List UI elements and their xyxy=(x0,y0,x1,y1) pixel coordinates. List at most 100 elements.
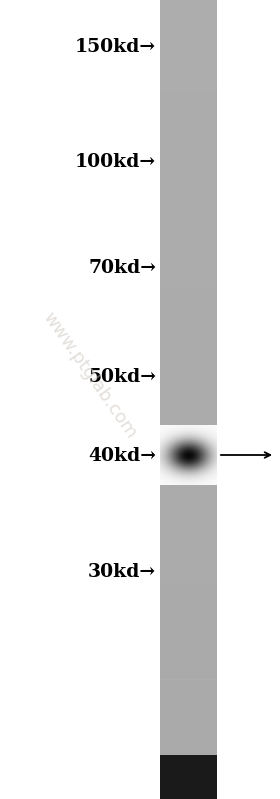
Bar xyxy=(160,584,217,586)
Bar xyxy=(160,194,217,197)
Bar xyxy=(160,400,217,403)
Bar xyxy=(160,116,217,118)
Bar xyxy=(160,355,217,357)
Bar xyxy=(160,637,217,639)
Bar xyxy=(160,499,217,501)
Bar xyxy=(160,118,217,121)
Bar xyxy=(160,50,217,53)
Bar xyxy=(160,206,217,209)
Bar xyxy=(160,569,217,571)
Bar xyxy=(160,219,217,221)
Bar xyxy=(160,541,217,543)
Bar xyxy=(160,73,217,75)
Bar xyxy=(160,267,217,269)
Bar xyxy=(160,438,217,440)
Bar xyxy=(160,559,217,561)
Bar xyxy=(160,2,217,5)
Bar xyxy=(160,722,217,725)
Bar xyxy=(160,158,217,161)
Bar xyxy=(160,327,217,330)
Text: 70kd→: 70kd→ xyxy=(88,259,156,277)
Bar xyxy=(160,254,217,256)
Bar xyxy=(160,614,217,617)
Bar xyxy=(160,737,217,740)
Bar xyxy=(160,508,217,511)
Bar xyxy=(160,153,217,156)
Bar xyxy=(160,337,217,340)
Bar xyxy=(160,53,217,55)
Bar xyxy=(160,179,217,181)
Bar xyxy=(160,138,217,141)
Bar xyxy=(160,582,217,584)
Bar xyxy=(160,131,217,133)
Bar xyxy=(160,274,217,276)
Bar xyxy=(160,617,217,619)
Bar xyxy=(160,377,217,380)
Bar xyxy=(160,677,217,679)
Bar xyxy=(160,594,217,596)
Bar xyxy=(160,292,217,295)
Bar xyxy=(160,561,217,564)
Bar xyxy=(160,632,217,634)
Bar xyxy=(160,609,217,611)
Bar xyxy=(160,309,217,312)
Bar xyxy=(160,385,217,388)
Bar xyxy=(160,144,217,146)
Bar xyxy=(160,365,217,368)
Bar xyxy=(160,108,217,111)
Bar xyxy=(160,514,217,516)
Bar xyxy=(160,427,217,431)
Bar xyxy=(160,646,217,650)
Bar xyxy=(160,5,217,7)
Bar xyxy=(160,322,217,324)
Bar xyxy=(160,280,217,282)
Bar xyxy=(160,38,217,40)
Bar xyxy=(160,352,217,355)
Bar xyxy=(160,626,217,629)
Bar xyxy=(160,733,217,735)
Bar xyxy=(160,448,217,451)
Bar xyxy=(160,63,217,66)
Bar xyxy=(160,440,217,443)
Bar xyxy=(160,551,217,554)
Bar xyxy=(160,18,217,20)
Bar xyxy=(160,589,217,591)
Text: 30kd→: 30kd→ xyxy=(88,563,156,581)
Bar xyxy=(160,46,217,48)
Bar xyxy=(160,166,217,169)
Bar xyxy=(160,264,217,267)
Bar xyxy=(160,272,217,274)
Bar xyxy=(160,214,217,217)
Bar xyxy=(160,61,217,63)
Bar xyxy=(160,217,217,219)
Bar xyxy=(160,13,217,15)
Bar xyxy=(160,287,217,289)
Bar xyxy=(160,256,217,259)
Bar xyxy=(160,468,217,471)
Bar xyxy=(160,578,217,582)
Bar xyxy=(160,48,217,50)
Bar xyxy=(160,289,217,292)
Bar xyxy=(160,302,217,304)
Text: www.ptglab.com: www.ptglab.com xyxy=(39,309,140,442)
Bar xyxy=(160,93,217,96)
Bar xyxy=(160,619,217,622)
Bar xyxy=(160,543,217,547)
Bar xyxy=(160,526,217,528)
Bar xyxy=(160,78,217,81)
Bar xyxy=(160,488,217,491)
Bar xyxy=(160,753,217,755)
Bar xyxy=(160,90,217,93)
Bar xyxy=(160,330,217,332)
Bar xyxy=(160,654,217,657)
Bar xyxy=(160,226,217,229)
Bar xyxy=(160,667,217,670)
Bar xyxy=(160,650,217,652)
Bar xyxy=(160,249,217,252)
Bar xyxy=(160,201,217,204)
Bar xyxy=(160,75,217,78)
Bar xyxy=(160,506,217,508)
Bar xyxy=(160,523,217,526)
Bar xyxy=(160,700,217,702)
Bar xyxy=(160,729,217,733)
